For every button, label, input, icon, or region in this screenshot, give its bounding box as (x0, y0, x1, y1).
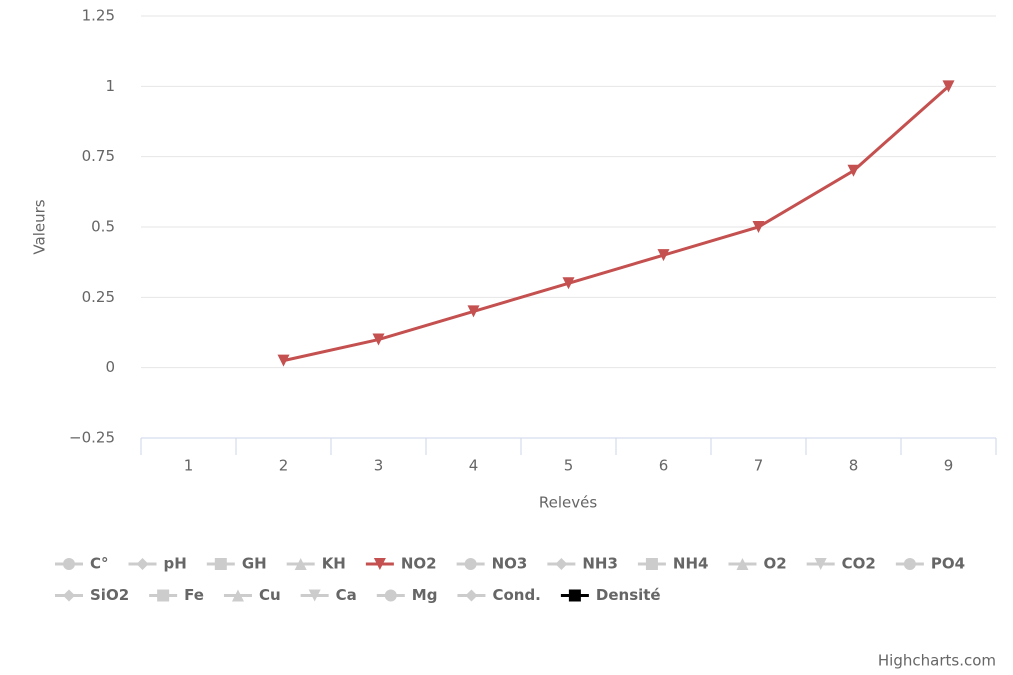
legend-symbol (63, 589, 75, 602)
y-tick-label: −0.25 (69, 429, 115, 447)
legend-label[interactable]: NO2 (401, 555, 437, 573)
legend-label[interactable]: NH3 (582, 555, 618, 573)
series-line (283, 85, 950, 363)
data-point (372, 333, 385, 346)
y-tick-label: 0.25 (82, 288, 115, 306)
legend-label[interactable]: Ca (336, 586, 357, 604)
legend-label[interactable]: O2 (763, 555, 786, 573)
legend-symbol (294, 558, 307, 570)
y-tick-label: 0.5 (91, 218, 115, 236)
legend-symbol (736, 558, 749, 570)
x-tick-label: 1 (184, 457, 194, 475)
credits[interactable]: Highcharts.com (878, 652, 996, 670)
legend-symbol (645, 558, 658, 570)
x-axis-title: Relevés (539, 494, 597, 512)
y-tick-label: 1.25 (82, 7, 115, 25)
legend-symbol (63, 558, 75, 570)
legend-symbol (555, 558, 568, 570)
legend-label[interactable]: SiO2 (90, 586, 129, 604)
legend-symbol (903, 558, 916, 570)
legend-label[interactable]: pH (164, 555, 187, 573)
x-tick-label: 2 (279, 457, 289, 475)
y-tick-label: 1 (105, 77, 115, 95)
legend-label[interactable]: NH4 (673, 555, 709, 573)
legend-symbol (214, 558, 227, 570)
legend-symbol (308, 589, 321, 602)
legend-symbol (373, 558, 386, 570)
legend-label[interactable]: KH (322, 555, 346, 573)
x-tick-label: 4 (469, 457, 479, 475)
x-tick-label: 6 (659, 457, 669, 475)
data-point (657, 249, 670, 262)
legend-label[interactable]: Cond. (492, 586, 540, 604)
data-point (942, 80, 955, 93)
legend-label[interactable]: Densité (596, 586, 661, 604)
legend-label[interactable]: Cu (259, 586, 281, 604)
legend-symbol (464, 558, 477, 570)
data-point (847, 164, 860, 177)
data-point (467, 305, 480, 318)
legend-symbol (465, 589, 478, 602)
legend-symbol (384, 589, 397, 602)
legend-symbol (157, 589, 170, 602)
data-point (277, 354, 290, 367)
y-tick-label: 0 (105, 358, 115, 376)
y-axis-title: Valeurs (31, 199, 49, 254)
legend-label[interactable]: Fe (184, 586, 204, 604)
legend-symbol (814, 558, 827, 570)
legend-label[interactable]: GH (242, 555, 267, 573)
x-tick-label: 5 (564, 457, 574, 475)
legend-label[interactable]: C° (90, 555, 109, 573)
x-tick-label: 7 (754, 457, 764, 475)
legend-symbol (568, 589, 581, 602)
y-tick-label: 0.75 (82, 147, 115, 165)
legend-symbol (231, 589, 244, 602)
data-point (752, 221, 765, 233)
legend-label[interactable]: PO4 (931, 555, 965, 573)
x-tick-label: 8 (849, 457, 859, 475)
legend-label[interactable]: CO2 (842, 555, 876, 573)
x-tick-label: 9 (944, 457, 954, 475)
legend-symbol (136, 558, 149, 570)
data-point (562, 277, 575, 290)
legend-label[interactable]: NO3 (492, 555, 528, 573)
legend-label[interactable]: Mg (412, 586, 438, 604)
x-tick-label: 3 (374, 457, 384, 475)
